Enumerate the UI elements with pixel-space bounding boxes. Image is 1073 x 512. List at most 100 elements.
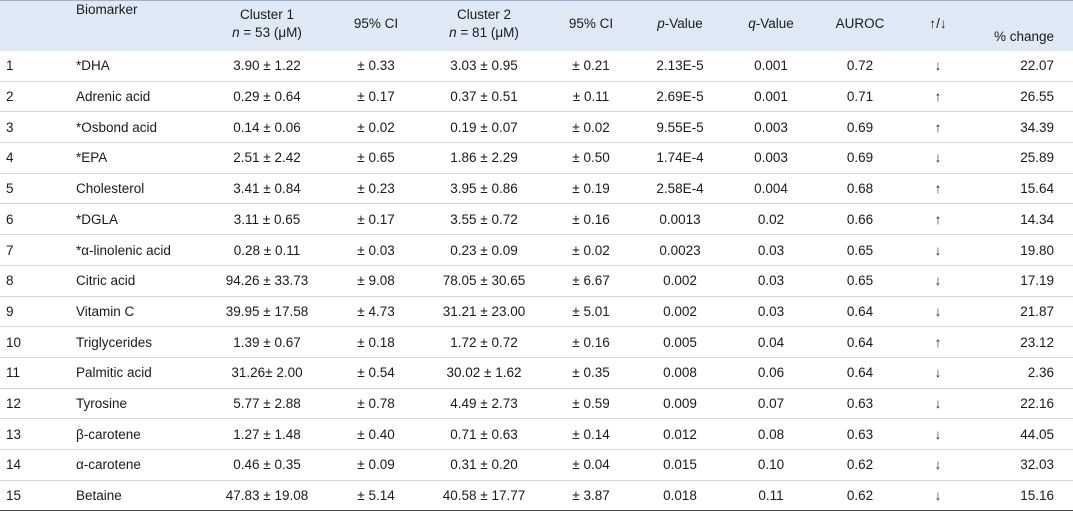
table-cell: ± 5.01 bbox=[572, 303, 610, 319]
header-line: ↑/↓ bbox=[929, 15, 947, 31]
header-line: Cluster 1 bbox=[239, 6, 295, 22]
table-cell: 0.65 bbox=[846, 242, 874, 258]
table-cell: 0.08 bbox=[757, 426, 785, 442]
header-line: Cluster 2 bbox=[456, 6, 512, 22]
table-cell: 0.31 ± 0.20 bbox=[450, 457, 518, 473]
header-text: -Value bbox=[755, 15, 794, 31]
header-cell: Cluster 1 n = 53 (μM) bbox=[217, 1, 317, 51]
table-cell: ± 0.59 bbox=[572, 396, 610, 412]
table-cell: 0.69 bbox=[846, 150, 874, 166]
table-cell: α-carotene bbox=[76, 457, 141, 473]
table-row: 2 Adrenic acid 0.29 ± 0.64 ± 0.17 0.37 ± 0.5… bbox=[0, 82, 1073, 113]
table-cell: 2.13E-5 bbox=[656, 58, 704, 74]
header-cell: q-Value bbox=[731, 1, 811, 51]
table-cell: 0.23 ± 0.09 bbox=[450, 242, 518, 258]
table-cell: Betaine bbox=[76, 488, 122, 504]
header-text: -Value bbox=[664, 15, 703, 31]
table-cell: *EPA bbox=[76, 150, 108, 166]
table-cell: 0.018 bbox=[663, 488, 697, 504]
table-cell: 0.66 bbox=[846, 211, 874, 227]
header-line: 95% CI bbox=[568, 15, 614, 31]
header-line: p-Value bbox=[657, 15, 703, 33]
table-cell: ± 0.54 bbox=[357, 365, 395, 381]
header-cell: ↑/↓ bbox=[908, 1, 968, 51]
table-cell: ↓ bbox=[934, 488, 942, 504]
table-cell: 9.55E-5 bbox=[656, 119, 704, 135]
table-cell: 4.49 ± 2.73 bbox=[450, 396, 518, 412]
table-cell: ± 0.11 bbox=[572, 89, 610, 105]
table-cell: 1 bbox=[6, 58, 14, 74]
table-cell: 1.72 ± 0.72 bbox=[450, 334, 518, 350]
table-cell: 0.005 bbox=[663, 334, 697, 350]
table-cell: 1.27 ± 1.48 bbox=[233, 426, 301, 442]
header-line: AUROC bbox=[835, 15, 885, 31]
header-cell: Biomarker bbox=[76, 1, 226, 51]
table-cell: ± 5.14 bbox=[357, 488, 395, 504]
table-cell: 0.69 bbox=[846, 119, 874, 135]
header-line: % change bbox=[993, 29, 1054, 44]
table-cell: 0.001 bbox=[754, 89, 788, 105]
table-cell: 17.19 bbox=[1020, 273, 1054, 289]
table-row: 11 Palmitic acid 31.26± 2.00 ± 0.54 30.02 ± … bbox=[0, 358, 1073, 389]
table-cell: ± 6.67 bbox=[572, 273, 610, 289]
table-row: 12 Tyrosine 5.77 ± 2.88 ± 0.78 4.49 ± 2.73 ± … bbox=[0, 389, 1073, 420]
table-cell: 0.68 bbox=[846, 181, 874, 197]
table-cell: 0.63 bbox=[846, 426, 874, 442]
table-cell: ± 0.50 bbox=[572, 150, 610, 166]
table-row: 1 *DHA 3.90 ± 1.22 ± 0.33 3.03 ± 0.95 ± 0.21 2… bbox=[0, 51, 1073, 82]
table-cell: 0.64 bbox=[846, 365, 874, 381]
table-cell: 32.03 bbox=[1020, 457, 1054, 473]
table-cell: ± 0.09 bbox=[357, 457, 395, 473]
table-cell: 0.008 bbox=[663, 365, 697, 381]
table-cell: ↓ bbox=[934, 365, 942, 381]
table-cell: ↑ bbox=[934, 181, 942, 197]
table-cell: 39.95 ± 17.58 bbox=[225, 303, 309, 319]
table-cell: ± 0.02 bbox=[572, 242, 610, 258]
table-cell: 2.58E-4 bbox=[656, 181, 704, 197]
table-cell: 44.05 bbox=[1020, 426, 1054, 442]
table-cell: ± 0.17 bbox=[357, 211, 395, 227]
table-cell: ± 9.08 bbox=[357, 273, 395, 289]
table-cell: 31.26± 2.00 bbox=[231, 365, 303, 381]
table-cell: 0.63 bbox=[846, 396, 874, 412]
table-cell: 0.002 bbox=[663, 273, 697, 289]
table-cell: 3.41 ± 0.84 bbox=[233, 181, 301, 197]
table-row: 13 β-carotene 1.27 ± 1.48 ± 0.40 0.71 ± 0.63… bbox=[0, 419, 1073, 451]
table-cell: ↓ bbox=[934, 396, 942, 412]
table-cell: 0.009 bbox=[663, 396, 697, 412]
table-cell: ± 0.14 bbox=[572, 426, 610, 442]
table-cell: ± 0.17 bbox=[357, 89, 395, 105]
header-line: q-Value bbox=[748, 15, 794, 33]
table-cell: Citric acid bbox=[76, 273, 136, 289]
table-cell: 0.71 ± 0.63 bbox=[450, 426, 518, 442]
table-cell: 19.80 bbox=[1020, 242, 1054, 258]
table-row: 4 *EPA 2.51 ± 2.42 ± 0.65 1.86 ± 2.29 ± 0.50 1… bbox=[0, 143, 1073, 174]
header-line: 95% CI bbox=[353, 15, 399, 31]
table-cell: 7 bbox=[6, 242, 14, 258]
table-cell: 0.72 bbox=[846, 58, 874, 74]
table-row: 8 Citric acid 94.26 ± 33.73 ± 9.08 78.05 ± 3… bbox=[0, 266, 1073, 297]
table-cell: 0.03 bbox=[757, 303, 785, 319]
table-cell: 23.12 bbox=[1020, 334, 1054, 350]
header-cell: 95% CI bbox=[336, 1, 416, 51]
header-cell: p-Value bbox=[640, 1, 720, 51]
table-cell: 0.03 bbox=[757, 242, 785, 258]
table-cell: 0.64 bbox=[846, 303, 874, 319]
table-cell: 34.39 bbox=[1020, 119, 1054, 135]
table-cell: 1.86 ± 2.29 bbox=[450, 150, 518, 166]
table-cell: ± 0.40 bbox=[357, 426, 395, 442]
table-cell: Triglycerides bbox=[76, 334, 153, 350]
table-cell: ↓ bbox=[934, 426, 942, 442]
table-cell: *α-linolenic acid bbox=[76, 242, 171, 258]
table-cell: ± 0.03 bbox=[357, 242, 395, 258]
table-cell: ± 0.65 bbox=[357, 150, 395, 166]
table-cell: 30.02 ± 1.62 bbox=[446, 365, 522, 381]
header-cell: % change bbox=[990, 1, 1054, 51]
table-cell: 25.89 bbox=[1020, 150, 1054, 166]
table-cell: 0.0013 bbox=[659, 211, 701, 227]
table-cell: 3.03 ± 0.95 bbox=[450, 58, 518, 74]
table-cell: ± 0.04 bbox=[572, 457, 610, 473]
table-cell: 2.36 bbox=[1027, 365, 1054, 381]
header-text: = 81 (μM) bbox=[456, 24, 519, 40]
